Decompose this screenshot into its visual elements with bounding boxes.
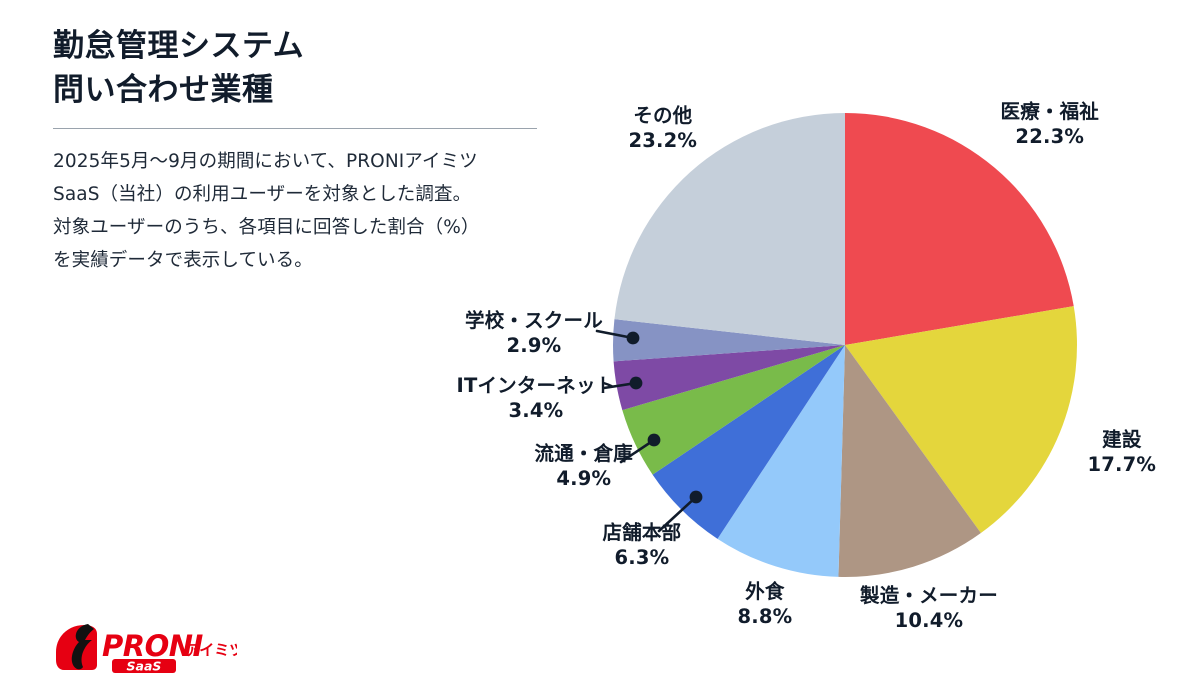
pie-slice-label-value: 10.4% — [894, 609, 964, 633]
logo-svg: PRONI アイミツ SaaS — [56, 624, 244, 674]
pie-slice-label-value: 3.4% — [508, 399, 564, 423]
pie-slices — [612, 113, 1077, 578]
pie-slice-label-value: 23.2% — [628, 129, 698, 153]
pie-slice[interactable] — [838, 345, 981, 578]
pie-slice[interactable] — [612, 319, 845, 362]
pie-slice-label: 建設 17.7% — [1088, 427, 1157, 478]
pie-slice-label: 外食 8.8% — [738, 579, 793, 630]
pie-slice-label-name: 製造・メーカー — [860, 583, 998, 607]
pie-slice-label-value: 2.9% — [506, 334, 562, 358]
text-panel: 勤怠管理システム 問い合わせ業種 2025年5月〜9月の期間において、PRONI… — [53, 24, 553, 296]
pie-slice-label: ITインターネット 3.4% — [457, 373, 616, 424]
pie-slice[interactable] — [613, 345, 845, 411]
pie-slice-label-name: その他 — [633, 103, 693, 127]
pie-slice[interactable] — [622, 345, 845, 475]
pie-slice-label-value: 17.7% — [1087, 453, 1157, 477]
pie-slice-label: 学校・スクール 2.9% — [465, 308, 603, 359]
pie-slice-label-name: 店舗本部 — [602, 520, 682, 544]
pie-slice[interactable] — [717, 345, 845, 577]
pie-slice-label: 医療・福祉 22.3% — [1001, 99, 1100, 150]
logo-badge-background — [112, 659, 176, 673]
pie-slice-label-name: ITインターネット — [456, 373, 616, 397]
logo-bird-icon — [71, 624, 94, 670]
pie-slice[interactable] — [652, 345, 845, 539]
pie-slice-label-value: 8.8% — [737, 605, 793, 629]
pie-slice-label-name: 学校・スクール — [465, 308, 603, 332]
pie-slice-label: 流通・倉庫 4.9% — [535, 441, 634, 492]
page-title: 勤怠管理システム 問い合わせ業種 — [53, 28, 305, 109]
pie-leader-lines — [595, 329, 703, 533]
pie-slice-label: 製造・メーカー 10.4% — [860, 583, 998, 634]
logo-brand-text: PRONI — [102, 629, 204, 663]
proni-aimitsu-logo: PRONI アイミツ SaaS — [52, 622, 244, 674]
pie-slice-label: その他 23.2% — [629, 103, 698, 154]
pie-slice-label-value: 22.3% — [1015, 125, 1085, 149]
pie-slice-label: 店舗本部 6.3% — [603, 520, 682, 571]
logo-badge-text: SaaS — [127, 659, 162, 674]
pie-leader-dot — [647, 433, 661, 447]
pie-slice-label-name: 流通・倉庫 — [534, 441, 634, 465]
pie-slice-label-name: 建設 — [1102, 427, 1142, 451]
title-divider — [53, 128, 537, 130]
pie-slice-label-name: 外食 — [745, 579, 785, 603]
pie-leader-dot — [689, 490, 703, 504]
pie-slice-label-value: 6.3% — [614, 546, 670, 570]
pie-slice-label-value: 4.9% — [556, 467, 612, 491]
pie-slice-label-name: 医療・福祉 — [1000, 99, 1100, 123]
pie-leader-dot — [626, 331, 640, 345]
pie-leader-dot — [629, 376, 643, 390]
logo-subbrand-text: アイミツ — [185, 641, 237, 659]
pie-slice[interactable] — [845, 306, 1077, 534]
page-description: 2025年5月〜9月の期間において、PRONIアイミツ SaaS（当社）の利用ユ… — [53, 151, 480, 271]
